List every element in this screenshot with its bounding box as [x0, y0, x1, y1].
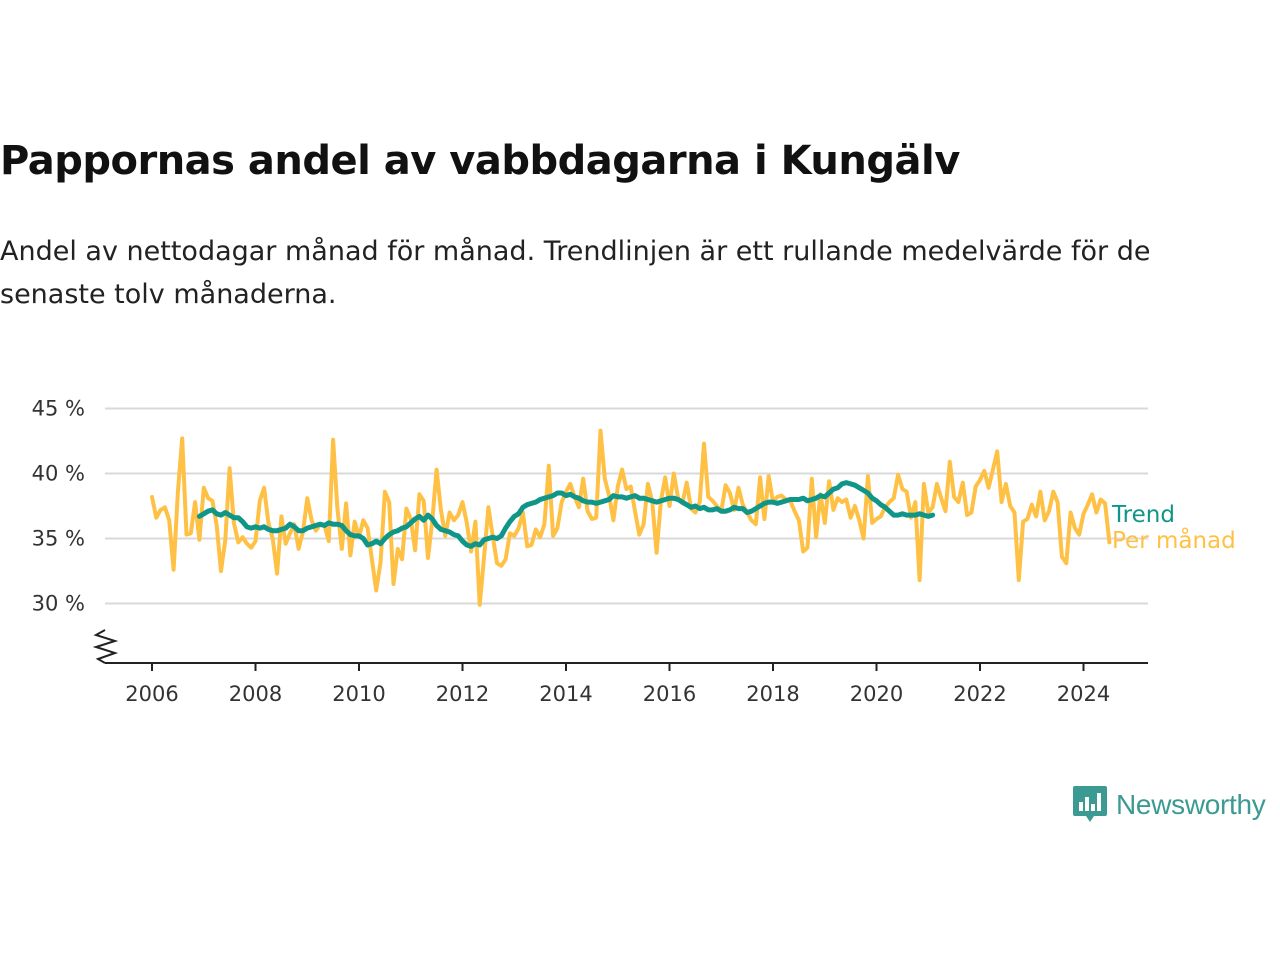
- grid-lines: [105, 407, 1148, 605]
- x-tick-label: 2016: [643, 682, 696, 706]
- x-tick-label: 2008: [229, 682, 282, 706]
- x-tick-label: 2012: [436, 682, 489, 706]
- line-chart: 30 % 35 % 40 % 45 % 2006 2008 2010 2012 2014 201…: [32, 397, 1236, 707]
- y-axis-break-marker: [92, 629, 119, 664]
- x-tick-label: 2018: [746, 682, 799, 706]
- x-tick-label: 2010: [332, 682, 385, 706]
- y-axis-tick-labels: 30 % 35 % 40 % 45 %: [32, 397, 85, 616]
- chart-subtitle: Andel av nettodagar månad för månad. Tre…: [0, 236, 1151, 310]
- y-tick-label: 45 %: [32, 397, 85, 421]
- x-tick-label: 2020: [850, 682, 903, 706]
- brand-name: Newsworthy: [1116, 789, 1266, 820]
- chart-title: Pappornas andel av vabbdagarna i Kungälv: [0, 138, 960, 184]
- x-tick-label: 2014: [539, 682, 592, 706]
- brand-logo: Newsworthy: [1072, 784, 1266, 826]
- x-tick-label: 2022: [953, 682, 1006, 706]
- trend-line: [196, 480, 936, 549]
- legend-trend-label: Trend: [1111, 502, 1175, 528]
- newsworthy-logo-icon: [1073, 786, 1107, 822]
- series-lines: [150, 428, 1112, 607]
- y-tick-label: 35 %: [32, 527, 85, 551]
- x-axis: 2006 2008 2010 2012 2014 2016 2018 2020 2022 2024: [92, 629, 1148, 706]
- y-tick-label: 30 %: [32, 592, 85, 616]
- monthly-line: [150, 428, 1112, 607]
- x-tick-label: 2006: [125, 682, 178, 706]
- legend-monthly-label: Per månad: [1112, 526, 1236, 554]
- x-tick-label: 2024: [1057, 682, 1110, 706]
- y-tick-label: 40 %: [32, 462, 85, 486]
